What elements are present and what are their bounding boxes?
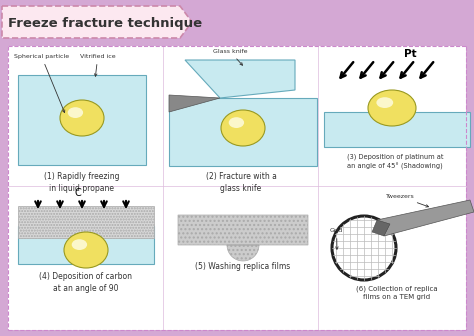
Polygon shape [372,220,390,236]
Text: (3) Deposition of platinum at
an angle of 45° (Shadowing): (3) Deposition of platinum at an angle o… [347,154,443,170]
Ellipse shape [68,107,83,118]
Ellipse shape [368,90,416,126]
Bar [18,206,154,238]
Text: C: C [74,188,82,198]
Text: Spherical particle: Spherical particle [14,54,69,113]
Polygon shape [185,60,295,98]
Bar [324,112,470,147]
Text: Vitrified ice: Vitrified ice [80,54,116,76]
Text: Freeze fracture technique: Freeze fracture technique [8,16,202,30]
Circle shape [332,216,396,280]
Ellipse shape [72,239,87,250]
Bar [18,75,146,165]
Ellipse shape [60,100,104,136]
Text: Grid: Grid [330,228,343,249]
Text: (4) Deposition of carbon
at an angle of 90: (4) Deposition of carbon at an angle of … [39,272,133,293]
Polygon shape [169,95,220,112]
Text: Glass knife: Glass knife [213,49,247,65]
Bar [169,98,317,166]
Polygon shape [377,200,474,236]
Bar [8,46,466,330]
Bar [18,226,154,264]
Ellipse shape [221,110,265,146]
Polygon shape [178,215,308,261]
Ellipse shape [228,117,244,128]
Text: (2) Fracture with a
glass knife: (2) Fracture with a glass knife [206,172,276,193]
Ellipse shape [64,232,108,268]
Text: (5) Washing replica films: (5) Washing replica films [195,262,291,271]
Text: (6) Collection of replica
films on a TEM grid: (6) Collection of replica films on a TEM… [356,286,438,300]
Ellipse shape [376,97,393,108]
Text: (1) Rapidly freezing
in liquid propane: (1) Rapidly freezing in liquid propane [44,172,120,193]
Text: Pt: Pt [404,49,416,59]
Polygon shape [2,6,192,38]
Text: Tweezers: Tweezers [386,194,428,207]
